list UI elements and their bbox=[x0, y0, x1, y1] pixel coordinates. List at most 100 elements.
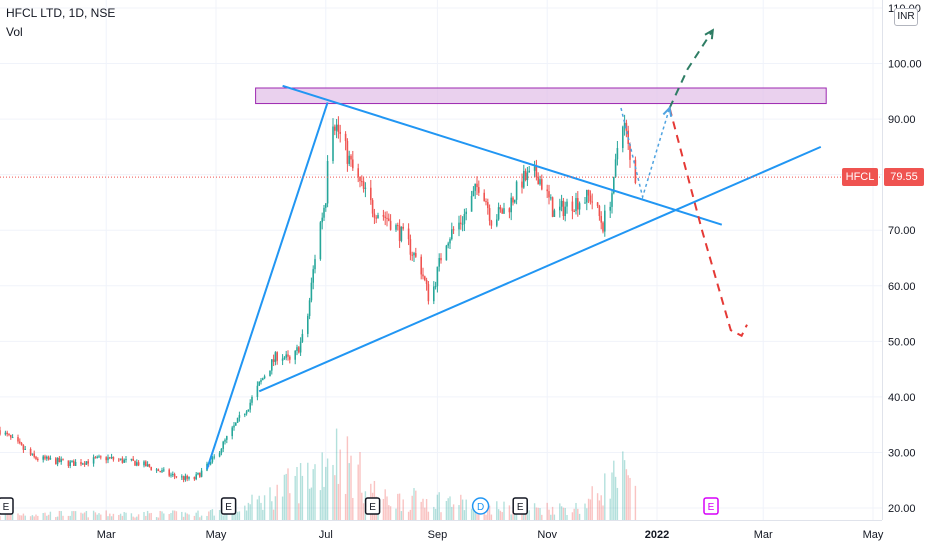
volume-bar bbox=[287, 468, 289, 520]
candle-body bbox=[564, 206, 566, 217]
candle-body bbox=[17, 437, 19, 442]
volume-bar bbox=[325, 466, 327, 520]
volume-bar bbox=[182, 516, 185, 520]
volume-bar bbox=[87, 517, 89, 520]
earnings-marker bbox=[512, 497, 528, 515]
volume-bar bbox=[271, 501, 273, 520]
candle-body bbox=[487, 202, 489, 209]
volume-bar bbox=[490, 514, 493, 520]
volume-bar bbox=[92, 510, 95, 520]
volume-bar bbox=[118, 514, 120, 520]
volume-bar bbox=[497, 509, 500, 520]
x-tick-label: May bbox=[206, 529, 227, 541]
volume-label[interactable]: Vol bbox=[6, 25, 23, 39]
volume-bar bbox=[602, 505, 604, 520]
candle-body bbox=[433, 286, 435, 302]
currency-button[interactable]: INR bbox=[894, 8, 918, 26]
volume-bar bbox=[181, 511, 183, 520]
candle-body bbox=[258, 381, 260, 386]
candle-body bbox=[533, 166, 536, 171]
volume-bar bbox=[85, 510, 88, 520]
volume-bar bbox=[168, 514, 170, 520]
candle-body bbox=[362, 181, 365, 189]
volume-bar bbox=[209, 510, 212, 520]
candle-body bbox=[245, 411, 248, 414]
candle-body bbox=[22, 445, 25, 450]
volume-bar bbox=[285, 473, 287, 520]
candle-body bbox=[548, 191, 550, 198]
candle-body bbox=[181, 476, 183, 478]
candle-body bbox=[312, 269, 314, 283]
candle-body bbox=[46, 456, 48, 459]
candle-body bbox=[123, 459, 125, 463]
candle-body bbox=[546, 189, 548, 192]
candle-body bbox=[515, 181, 518, 200]
volume-bar bbox=[535, 507, 538, 520]
volume-bar bbox=[562, 507, 565, 520]
volume-bar bbox=[199, 517, 201, 520]
volume-bar bbox=[98, 513, 100, 520]
candle-body bbox=[137, 462, 140, 466]
candle-body bbox=[476, 183, 478, 188]
earnings-marker bbox=[703, 497, 719, 515]
candle-body bbox=[146, 464, 149, 467]
x-tick-label: Mar bbox=[97, 529, 116, 541]
volume-bar bbox=[319, 490, 322, 520]
volume-bar bbox=[213, 515, 215, 520]
candle-body bbox=[602, 222, 604, 232]
volume-bar bbox=[150, 512, 152, 520]
volume-bar bbox=[501, 512, 503, 520]
x-tick-label: 2022 bbox=[645, 529, 669, 541]
candle-body bbox=[163, 469, 165, 471]
last-price-tag: 79.55 bbox=[884, 168, 924, 187]
y-tick-label: 50.00 bbox=[888, 336, 916, 348]
candle-body bbox=[344, 133, 347, 142]
volume-bar bbox=[8, 512, 10, 520]
volume-bar bbox=[11, 513, 14, 520]
candle-body bbox=[276, 352, 278, 361]
candle-body bbox=[29, 448, 32, 455]
volume-bar bbox=[22, 513, 25, 520]
volume-bar bbox=[425, 499, 428, 520]
volume-bar bbox=[323, 486, 325, 520]
volume-bar bbox=[361, 492, 363, 520]
y-tick-label: 100.00 bbox=[888, 59, 922, 71]
candle-body bbox=[100, 456, 102, 458]
candle-body bbox=[398, 225, 401, 241]
candle-body bbox=[298, 347, 300, 353]
candle-body bbox=[334, 126, 336, 131]
candle-body bbox=[296, 347, 298, 351]
volume-bar bbox=[134, 517, 136, 520]
volume-bar bbox=[226, 509, 228, 520]
candle-body bbox=[447, 243, 449, 246]
candle-body bbox=[222, 441, 224, 449]
volume-bar bbox=[56, 516, 59, 520]
candle-body bbox=[150, 466, 152, 470]
candle-body bbox=[112, 456, 115, 460]
candle-body bbox=[348, 155, 350, 164]
candle-body bbox=[415, 253, 417, 257]
candle-body bbox=[233, 425, 235, 428]
volume-bar bbox=[609, 498, 611, 520]
candle-body bbox=[157, 469, 160, 472]
volume-bar bbox=[629, 477, 631, 520]
volume-bar bbox=[249, 504, 251, 520]
candle-body bbox=[386, 217, 388, 219]
candle-body bbox=[213, 456, 215, 458]
symbol-title[interactable]: HFCL LTD, 1D, NSE bbox=[6, 6, 116, 20]
x-tick-label: Nov bbox=[537, 529, 557, 541]
candle-body bbox=[301, 333, 304, 342]
volume-bar bbox=[71, 511, 73, 520]
volume-bar bbox=[193, 515, 196, 520]
volume-bar bbox=[157, 517, 160, 520]
candle-body bbox=[411, 254, 413, 256]
chart-legend: HFCL LTD, 1D, NSE Vol bbox=[6, 4, 115, 42]
volume-bar bbox=[386, 496, 388, 520]
volume-bar bbox=[503, 501, 505, 520]
candle-body bbox=[134, 460, 136, 466]
candle-body bbox=[193, 477, 196, 480]
candle-body bbox=[521, 181, 523, 188]
candle-body bbox=[458, 222, 460, 230]
